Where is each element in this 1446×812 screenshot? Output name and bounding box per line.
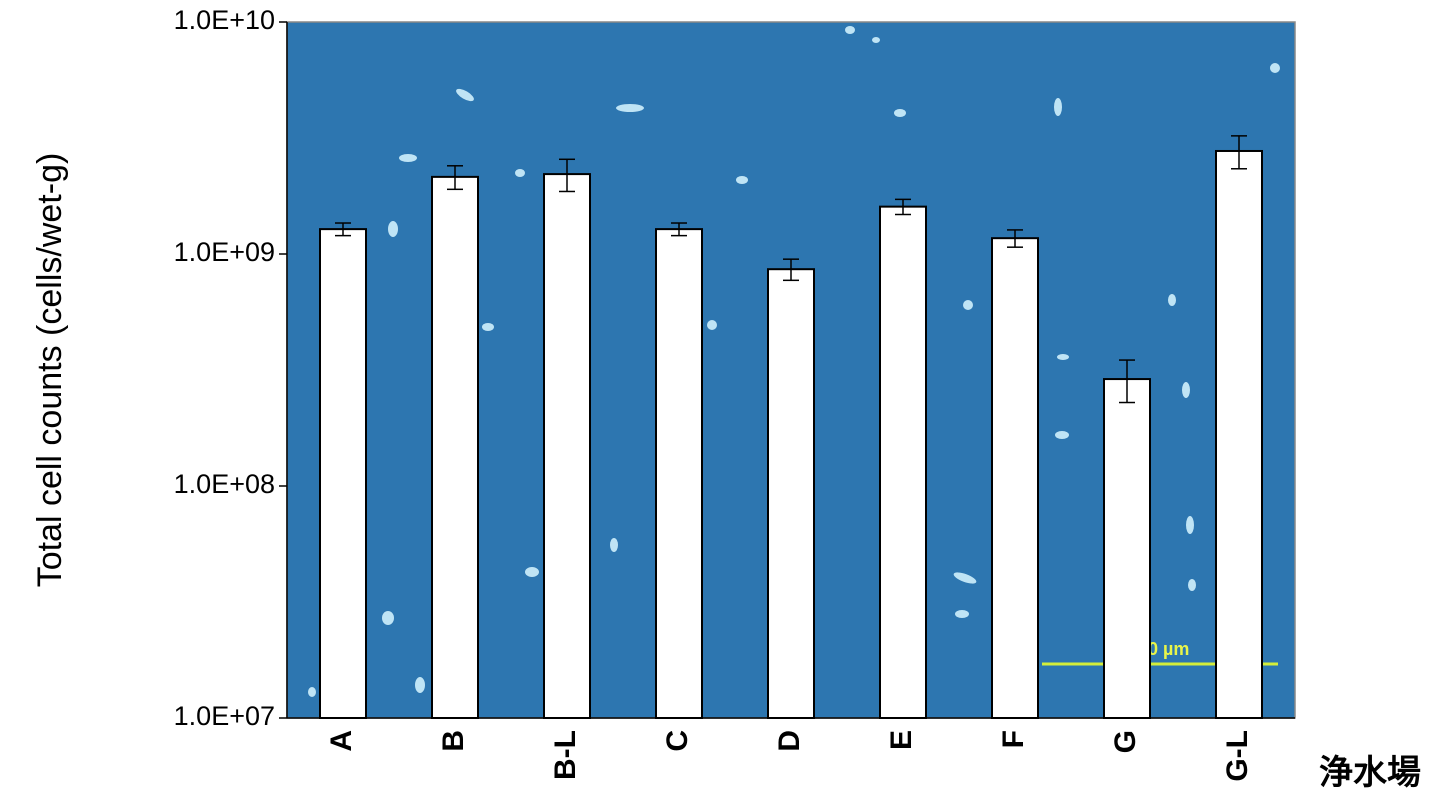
y-tick-label: 1.0E+07 [174,701,275,731]
bar [992,238,1038,718]
scale-bar-label: 0 µm [1148,639,1189,659]
bar [1216,151,1262,718]
bar [544,174,590,718]
y-axis-label: Total cell counts (cells/wet-g) [31,153,69,588]
bar [656,229,702,718]
x-tick-label: B [437,730,470,752]
bar [320,229,366,718]
bar [880,207,926,718]
x-tick-label: G-L [1221,730,1254,782]
x-tick-label: A [325,730,358,752]
x-axis-label: 浄水場 [1319,754,1421,792]
x-tick-label: B-L [549,730,582,780]
x-tick-label: F [997,730,1030,748]
y-tick-label: 1.0E+08 [174,469,275,499]
x-tick-label: G [1109,730,1142,753]
y-tick-label: 1.0E+10 [174,5,275,35]
x-tick-label: E [885,730,918,750]
x-tick-label: C [661,730,694,752]
bar [432,177,478,718]
x-tick-label: D [773,730,806,752]
y-tick-label: 1.0E+09 [174,237,275,267]
chart: 0 µm Total cell counts (cells/wet-g) 浄水場… [0,0,1446,812]
bar [768,269,814,718]
bar [1104,379,1150,718]
